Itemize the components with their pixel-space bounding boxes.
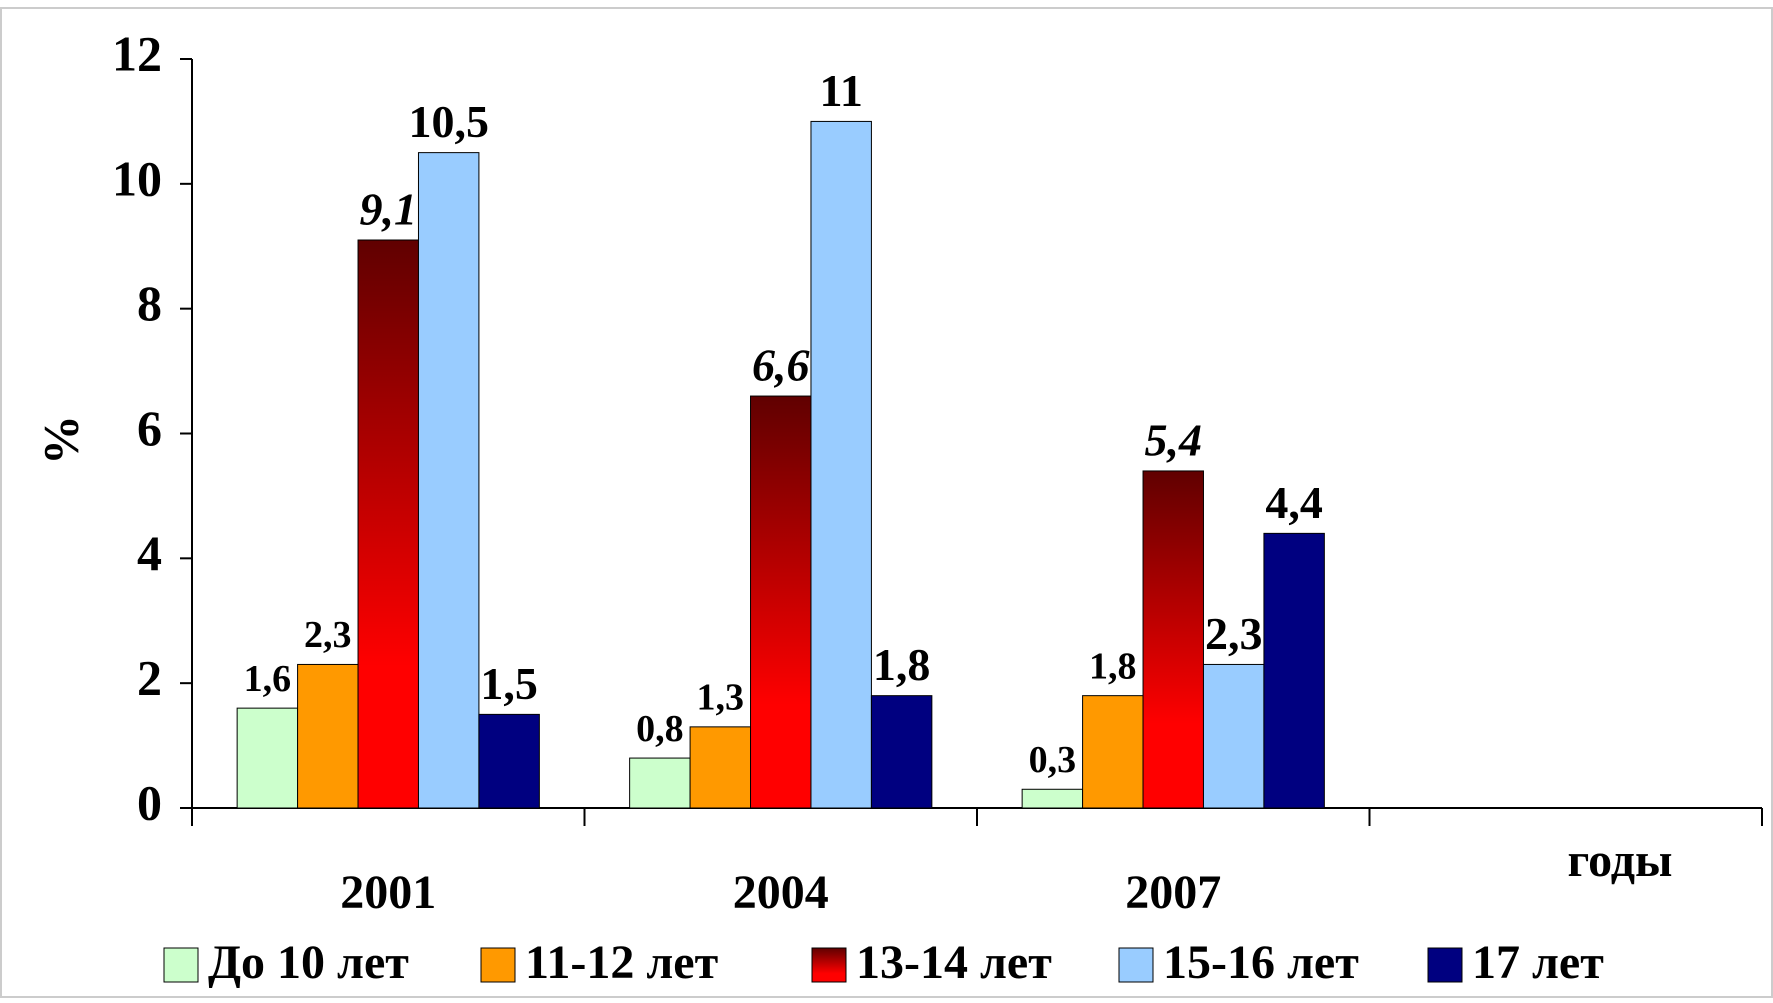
y-tick-label: 8 [137, 275, 162, 331]
legend-swatch [163, 947, 199, 983]
bar [1082, 695, 1144, 809]
data-label: 0,3 [1029, 739, 1077, 781]
data-label: 1,6 [244, 658, 292, 700]
bar [1263, 532, 1325, 809]
legend-label: До 10 лет [208, 936, 409, 989]
y-tick-label: 0 [137, 774, 162, 830]
bar [750, 395, 812, 809]
data-label: 2,3 [1205, 608, 1263, 659]
legend-swatch [480, 947, 516, 983]
bar [1202, 663, 1265, 809]
x-tick-label: 2001 [340, 866, 436, 919]
data-label: 2,3 [304, 614, 352, 656]
bar [236, 707, 299, 809]
bar [297, 663, 359, 809]
bar [1142, 470, 1204, 809]
data-label: 6,6 [752, 340, 810, 391]
bar [629, 757, 691, 809]
bar [478, 713, 540, 809]
legend-swatch [1427, 947, 1463, 983]
data-label: 9,1 [360, 184, 418, 235]
bar [810, 120, 872, 809]
bar [417, 152, 480, 809]
data-label: 4,4 [1265, 477, 1323, 528]
x-axis-label: годы [1568, 834, 1673, 887]
data-label: 1,3 [697, 677, 745, 719]
y-tick-label: 10 [112, 150, 162, 206]
bar [870, 695, 933, 809]
data-label: 1,5 [480, 658, 538, 709]
data-label: 11 [819, 65, 862, 116]
x-tick-label: 2004 [733, 866, 829, 919]
bar [357, 239, 419, 809]
y-tick-label: 2 [137, 650, 162, 706]
data-label: 1,8 [873, 639, 931, 690]
legend-swatch [1118, 947, 1154, 983]
y-tick-label: 4 [137, 525, 162, 581]
bar [1021, 788, 1084, 809]
y-tick-label: 6 [137, 400, 162, 456]
legend-label: 13-14 лет [856, 936, 1052, 989]
data-label: 1,8 [1089, 645, 1137, 687]
y-axis-label: % [32, 415, 88, 465]
legend-label: 15-16 лет [1163, 936, 1359, 989]
legend-swatch [811, 947, 847, 983]
y-tick-label: 12 [112, 25, 162, 81]
legend-label: 11-12 лет [525, 936, 718, 989]
data-label: 0,8 [636, 708, 684, 750]
bar [689, 726, 752, 809]
x-tick-label: 2007 [1125, 866, 1221, 919]
data-label: 10,5 [408, 96, 489, 147]
data-label: 5,4 [1145, 415, 1203, 466]
frame [0, 7, 1773, 998]
legend-label: 17 лет [1472, 936, 1604, 989]
